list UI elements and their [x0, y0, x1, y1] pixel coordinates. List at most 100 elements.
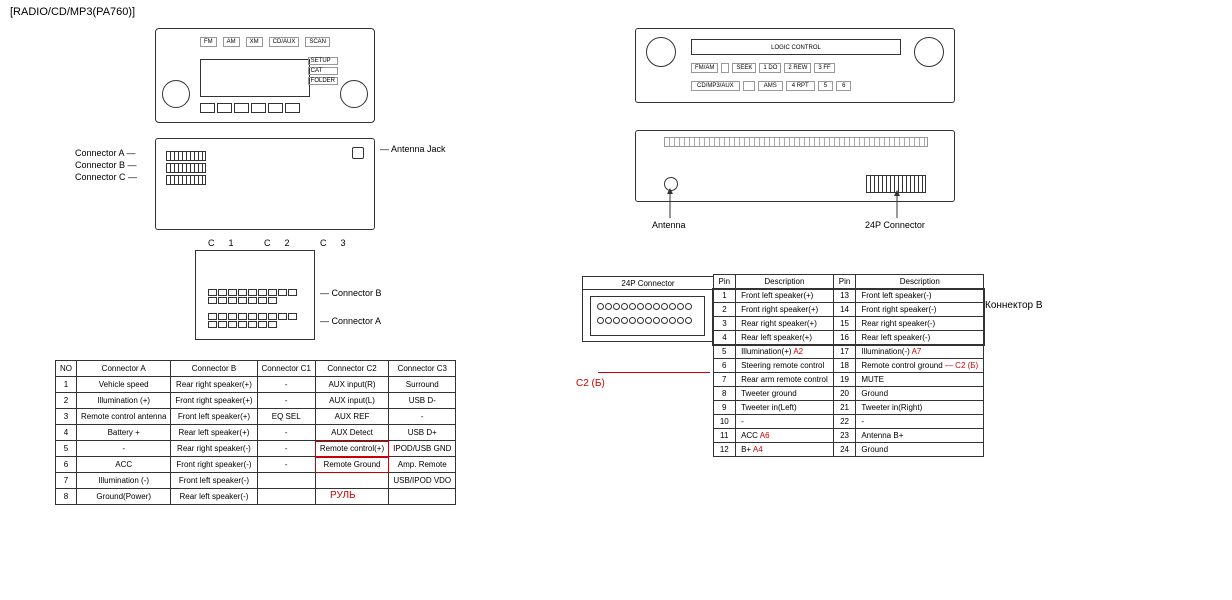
rt-cell: Rear right speaker(+): [736, 317, 834, 331]
rt-cell: Front left speaker(-): [856, 289, 984, 303]
rt-cell: 21: [833, 401, 856, 415]
rt-cell: Tweeter in(Left): [736, 401, 834, 415]
lt-cell: [257, 489, 315, 505]
lt-cell: [315, 473, 388, 489]
lt-cell: [389, 489, 456, 505]
r2-btn: [743, 81, 755, 91]
left-radio-back: [155, 138, 375, 230]
lt-cell: 4: [56, 425, 77, 441]
lt-cell: ACC: [77, 457, 171, 473]
rt-cell: 19: [833, 373, 856, 387]
rt-cell: 16: [833, 331, 856, 345]
label-conn-a: Connector A —: [75, 148, 136, 158]
conn24-port: [866, 175, 926, 193]
antenna-port: [664, 177, 678, 191]
rt-cell: 2: [713, 303, 736, 317]
conn-c-labels: C1 C2 C3: [208, 238, 360, 248]
rt-cell: 23: [833, 429, 856, 443]
conn-b-block: [166, 163, 206, 173]
rt-cell: Rear arm remote control: [736, 373, 834, 387]
lt-header: Connector A: [77, 361, 171, 377]
lt-header: NO: [56, 361, 77, 377]
rt-cell: Remote control ground — C2 (Б): [856, 359, 984, 373]
r2-btn: 3 FF: [814, 63, 834, 73]
rt-cell: 24: [833, 443, 856, 457]
rt-cell: Front right speaker(+): [736, 303, 834, 317]
lt-cell: Illumination (-): [77, 473, 171, 489]
label-detail-b: — Connector B: [320, 288, 382, 298]
lt-cell: -: [77, 441, 171, 457]
btn-am: AM: [223, 37, 240, 47]
lt-cell: Front right speaker(+): [171, 393, 257, 409]
left-radio-front: FM AM XM CD/AUX SCAN SETUP CAT FOLDER: [155, 28, 375, 123]
lt-cell: Front left speaker(-): [171, 473, 257, 489]
btn-setup: SETUP: [308, 57, 338, 65]
rt-cell: 3: [713, 317, 736, 331]
r2-btn: 5: [818, 81, 833, 91]
lt-cell: Rear left speaker(-): [171, 489, 257, 505]
rt-cell: Rear left speaker(+): [736, 331, 834, 345]
pins-a: [208, 313, 304, 328]
red-line-c2b: [598, 372, 710, 373]
rt-cell: -: [736, 415, 834, 429]
rt-cell: Ground: [856, 387, 984, 401]
lt-cell: Rear right speaker(+): [171, 377, 257, 393]
right-display: LOGIC CONTROL: [691, 39, 901, 55]
lt-cell: [257, 473, 315, 489]
right-row3: CD/MP3/AUXAMS4 RPT56: [691, 81, 851, 91]
rt-cell: 7: [713, 373, 736, 387]
lt-cell: Rear right speaker(-): [171, 441, 257, 457]
rt-header: Description: [736, 275, 834, 289]
label-conn-c: Connector C —: [75, 172, 137, 182]
lt-header: Connector B: [171, 361, 257, 377]
rt-cell: B+ A4: [736, 443, 834, 457]
red-c2b-left: C2 (Б): [576, 378, 605, 389]
rt-cell: 10: [713, 415, 736, 429]
r2-btn: 1 DO: [759, 63, 781, 73]
lt-cell: 5: [56, 441, 77, 457]
rt-cell: MUTE: [856, 373, 984, 387]
lt-cell: Ground(Power): [77, 489, 171, 505]
lt-cell: -: [257, 441, 315, 457]
rt-cell: 6: [713, 359, 736, 373]
rt-cell: 9: [713, 401, 736, 415]
antenna-jack: [352, 147, 364, 159]
rt-cell: 22: [833, 415, 856, 429]
rt-cell: 8: [713, 387, 736, 401]
preset-buttons: [200, 103, 300, 113]
page-title: [RADIO/CD/MP3(PA760)]: [10, 6, 135, 18]
front-top-buttons: FM AM XM CD/AUX SCAN: [200, 37, 330, 47]
r2-btn: AMS: [758, 81, 783, 91]
right-row2: FM/AMSEEK1 DO2 REW3 FF: [691, 63, 835, 73]
lt-cell: Rear left speaker(+): [171, 425, 257, 441]
lt-cell: AUX REF: [315, 409, 388, 425]
rt-cell: Antenna B+: [856, 429, 984, 443]
rt-cell: 13: [833, 289, 856, 303]
lt-cell: 1: [56, 377, 77, 393]
volume-knob: [162, 80, 190, 108]
r2-btn: 6: [836, 81, 851, 91]
rt-cell: ACC A6: [736, 429, 834, 443]
btn-folder: FOLDER: [308, 77, 338, 85]
lt-cell: USB D-: [389, 393, 456, 409]
btn-fm: FM: [200, 37, 217, 47]
front-screen: [200, 59, 310, 97]
label-24p: 24P Connector: [865, 220, 925, 230]
lt-cell: 6: [56, 457, 77, 473]
lt-cell: -: [257, 425, 315, 441]
lt-cell: AUX input(L): [315, 393, 388, 409]
r2-btn: SEEK: [732, 63, 756, 73]
rt-cell: 18: [833, 359, 856, 373]
label-conn-b: Connector B —: [75, 160, 137, 170]
rt-cell: 15: [833, 317, 856, 331]
r2-btn: CD/MP3/AUX: [691, 81, 740, 91]
rt-cell: 17: [833, 345, 856, 359]
right-radio-back: [635, 130, 955, 202]
rt-cell: Rear right speaker(-): [856, 317, 984, 331]
lt-cell: Battery +: [77, 425, 171, 441]
lt-cell: IPOD/USB GND: [389, 441, 456, 457]
lt-cell: Remote control(+): [315, 441, 388, 457]
btn-cdaux: CD/AUX: [269, 37, 300, 47]
front-side-buttons: SETUP CAT FOLDER: [308, 57, 338, 85]
lt-cell: -: [257, 457, 315, 473]
